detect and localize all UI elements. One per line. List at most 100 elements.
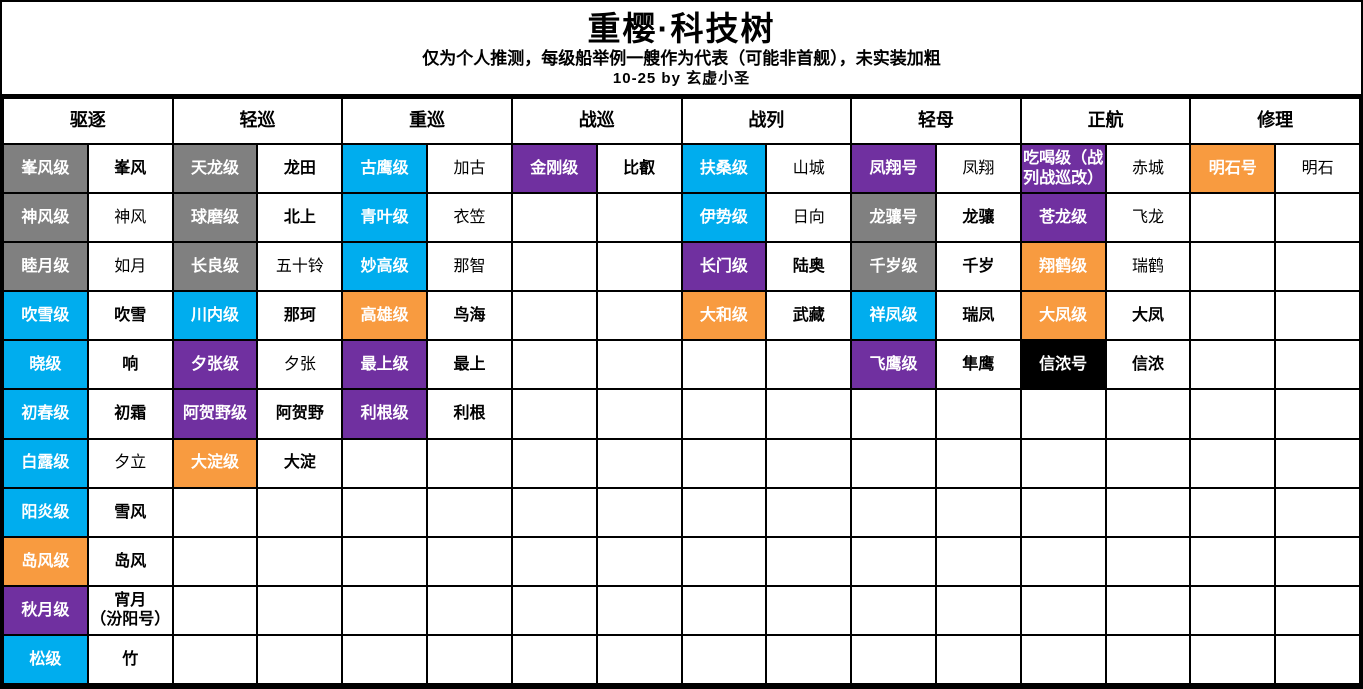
- empty-cell: [1274, 241, 1361, 293]
- empty-cell: [850, 633, 937, 685]
- column-header-battleship: 战列: [680, 96, 853, 146]
- empty-cell: [1189, 290, 1277, 342]
- class-cell-destroyer-4: 晓级: [2, 339, 89, 391]
- empty-cell: [1189, 633, 1277, 685]
- empty-cell: [510, 339, 598, 391]
- empty-cell: [680, 437, 768, 489]
- empty-cell: [1104, 535, 1192, 587]
- empty-cell: [341, 584, 429, 636]
- ship-cell-light-cruiser-4: 夕张: [256, 339, 344, 391]
- class-cell-battlecruiser-0: 金刚级: [510, 143, 598, 195]
- empty-cell: [341, 535, 429, 587]
- empty-cell: [171, 486, 259, 538]
- class-cell-heavy-cruiser-0: 古鹰级: [341, 143, 429, 195]
- empty-cell: [171, 633, 259, 685]
- empty-cell: [595, 192, 683, 244]
- empty-cell: [1104, 584, 1192, 636]
- empty-cell: [765, 437, 853, 489]
- empty-cell: [680, 339, 768, 391]
- empty-cell: [171, 584, 259, 636]
- ship-cell-battleship-0: 山城: [765, 143, 853, 195]
- ship-cell-light-carrier-4: 隼鹰: [934, 339, 1022, 391]
- ship-cell-battleship-3: 武藏: [765, 290, 853, 342]
- class-cell-light-carrier-4: 飞鹰级: [850, 339, 937, 391]
- empty-cell: [426, 535, 513, 587]
- empty-cell: [595, 290, 683, 342]
- class-cell-carrier-4: 信浓号: [1019, 339, 1107, 391]
- empty-cell: [1019, 535, 1107, 587]
- empty-cell: [510, 241, 598, 293]
- ship-cell-light-carrier-0: 凤翔: [934, 143, 1022, 195]
- empty-cell: [1189, 437, 1277, 489]
- empty-cell: [1274, 290, 1361, 342]
- class-cell-destroyer-6: 白露级: [2, 437, 89, 489]
- empty-cell: [850, 584, 937, 636]
- ship-cell-destroyer-10: 竹: [86, 633, 174, 685]
- empty-cell: [171, 535, 259, 587]
- empty-cell: [934, 633, 1022, 685]
- class-cell-repair-0: 明石号: [1189, 143, 1277, 195]
- table-row: 岛风级 岛风: [2, 535, 1361, 587]
- empty-cell: [595, 535, 683, 587]
- empty-cell: [1274, 339, 1361, 391]
- empty-cell: [595, 388, 683, 440]
- ship-cell-destroyer-5: 初霜: [86, 388, 174, 440]
- table-row: 白露级 夕立 大淀级 大淀: [2, 437, 1361, 489]
- empty-cell: [850, 535, 937, 587]
- class-cell-destroyer-0: 峯风级: [2, 143, 89, 195]
- empty-cell: [256, 486, 344, 538]
- class-cell-light-cruiser-4: 夕张级: [171, 339, 259, 391]
- empty-cell: [595, 437, 683, 489]
- empty-cell: [510, 584, 598, 636]
- ship-cell-heavy-cruiser-4: 最上: [426, 339, 513, 391]
- class-cell-light-carrier-2: 千岁级: [850, 241, 937, 293]
- empty-cell: [765, 339, 853, 391]
- ship-cell-heavy-cruiser-0: 加古: [426, 143, 513, 195]
- ship-cell-carrier-3: 大凤: [1104, 290, 1192, 342]
- class-cell-destroyer-5: 初春级: [2, 388, 89, 440]
- column-header-light-carrier: 轻母: [850, 96, 1022, 146]
- ship-cell-destroyer-9: 宵月 （汾阳号）: [86, 584, 174, 636]
- empty-cell: [1104, 388, 1192, 440]
- empty-cell: [341, 486, 429, 538]
- empty-cell: [1019, 633, 1107, 685]
- empty-cell: [680, 584, 768, 636]
- ship-cell-destroyer-0: 峯风: [86, 143, 174, 195]
- ship-cell-light-cruiser-5: 阿贺野: [256, 388, 344, 440]
- class-cell-carrier-0: 吃喝级（战 列战巡改）: [1019, 143, 1107, 195]
- ship-cell-carrier-4: 信浓: [1104, 339, 1192, 391]
- empty-cell: [1274, 388, 1361, 440]
- class-cell-light-cruiser-1: 球磨级: [171, 192, 259, 244]
- class-cell-destroyer-2: 睦月级: [2, 241, 89, 293]
- ship-cell-light-cruiser-6: 大淀: [256, 437, 344, 489]
- ship-cell-heavy-cruiser-1: 衣笠: [426, 192, 513, 244]
- column-header-repair: 修理: [1189, 96, 1361, 146]
- empty-cell: [1274, 437, 1361, 489]
- class-cell-light-cruiser-3: 川内级: [171, 290, 259, 342]
- empty-cell: [1189, 486, 1277, 538]
- table-row: 峯风级 峯风 天龙级 龙田 古鹰级 加古 金刚级 比叡 扶桑级 山城 凤翔号 凤翔 吃喝级（战 列战巡改…: [2, 143, 1361, 195]
- ship-cell-destroyer-1: 神风: [86, 192, 174, 244]
- empty-cell: [256, 633, 344, 685]
- ship-cell-destroyer-3: 吹雪: [86, 290, 174, 342]
- empty-cell: [1189, 192, 1277, 244]
- empty-cell: [1104, 486, 1192, 538]
- empty-cell: [680, 633, 768, 685]
- ship-cell-destroyer-7: 雪风: [86, 486, 174, 538]
- tech-tree-table: 驱逐 轻巡 重巡 战巡 战列 轻母 正航 修理 峯风级 峯风 天龙级 龙田 古鹰级 加古 金刚级 比叡 扶桑级山…: [2, 96, 1361, 685]
- ship-cell-light-carrier-2: 千岁: [934, 241, 1022, 293]
- empty-cell: [765, 633, 853, 685]
- class-cell-destroyer-8: 岛风级: [2, 535, 89, 587]
- ship-cell-light-cruiser-1: 北上: [256, 192, 344, 244]
- class-cell-light-carrier-0: 凤翔号: [850, 143, 937, 195]
- class-cell-battleship-3: 大和级: [680, 290, 768, 342]
- ship-cell-battleship-1: 日向: [765, 192, 853, 244]
- ship-cell-heavy-cruiser-3: 鸟海: [426, 290, 513, 342]
- ship-cell-destroyer-4: 响: [86, 339, 174, 391]
- empty-cell: [595, 486, 683, 538]
- class-cell-light-carrier-1: 龙骧号: [850, 192, 937, 244]
- empty-cell: [510, 192, 598, 244]
- class-cell-battleship-0: 扶桑级: [680, 143, 768, 195]
- class-cell-carrier-2: 翔鹤级: [1019, 241, 1107, 293]
